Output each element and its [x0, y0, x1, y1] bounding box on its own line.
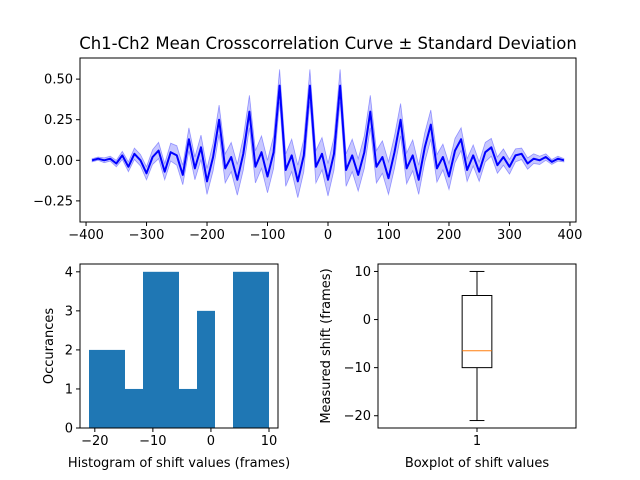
boxplot-y-tick-label: 10: [354, 265, 371, 280]
crosscorrelation-y-tick-label: 0.00: [44, 154, 73, 169]
boxplot: [461, 270, 493, 422]
histogram-bar: [125, 388, 143, 428]
boxplot-y-axis: −20 −10 0 10: [344, 265, 378, 424]
crosscorrelation-y-tick-label: 0.50: [44, 73, 73, 88]
histogram-bar: [161, 271, 179, 428]
crosscorrelation-chart-title: Ch1-Ch2 Mean Crosscorrelation Curve ± St…: [79, 34, 577, 53]
histogram-plot-frame: [79, 263, 279, 429]
crosscorrelation-x-tick-label: 0: [324, 228, 332, 243]
histogram-y-label: Occurances: [42, 308, 57, 384]
histogram-bar: [251, 271, 269, 428]
histogram-y-tick-label: 0: [65, 422, 73, 437]
crosscorrelation-y-tick-label: −0.25: [33, 194, 73, 209]
crosscorrelation-plot-frame: [79, 57, 577, 223]
histogram-bars: [89, 271, 269, 428]
histogram-bar: [89, 349, 107, 428]
histogram-bar: [233, 271, 251, 428]
histogram-x-label: Histogram of shift values (frames): [68, 456, 290, 471]
histogram-y-tick-label: 2: [65, 343, 73, 358]
crosscorrelation-x-tick-label: −100: [250, 228, 286, 243]
histogram-x-tick-label: 0: [207, 434, 215, 449]
crosscorrelation-chart: Ch1-Ch2 Mean Crosscorrelation Curve ± St…: [33, 34, 582, 243]
crosscorrelation-x-axis: −400 −300 −200 −100 0 100 200 300 400: [68, 222, 582, 243]
histogram-y-tick-label: 3: [65, 304, 73, 319]
crosscorrelation-y-axis: −0.25 0.00 0.25 0.50: [33, 73, 80, 209]
crosscorrelation-x-tick-label: −200: [189, 228, 225, 243]
crosscorrelation-x-tick-label: 400: [558, 228, 583, 243]
histogram-x-tick-label: −10: [139, 434, 166, 449]
crosscorrelation-x-tick-label: −300: [129, 228, 165, 243]
histogram-bar: [179, 388, 197, 428]
shift-boxplot-chart: 1 −20 −10 0 10 Boxplot of shift values Meas…: [319, 263, 577, 471]
crosscorrelation-y-tick-label: 0.25: [44, 113, 73, 128]
boxplot-x-label: Boxplot of shift values: [405, 456, 550, 471]
histogram-y-axis: 0 1 2 3 4: [65, 265, 80, 437]
crosscorrelation-x-tick-label: −400: [68, 228, 104, 243]
histogram-x-tick-label: −20: [81, 434, 108, 449]
boxplot-box: [461, 295, 493, 369]
boxplot-plot-frame: [377, 263, 577, 429]
boxplot-y-tick-label: 0: [363, 313, 371, 328]
boxplot-y-label: Measured shift (frames): [319, 268, 334, 423]
histogram-bar: [197, 310, 215, 428]
crosscorrelation-x-tick-label: 100: [376, 228, 401, 243]
boxplot-y-tick-label: −10: [344, 361, 371, 376]
histogram-bar: [107, 349, 125, 428]
histogram-x-axis: −20 −10 0 10: [81, 428, 277, 449]
mean-crosscorrelation-series: [91, 84, 565, 183]
histogram-x-tick-label: 10: [261, 434, 278, 449]
crosscorrelation-x-tick-label: 200: [437, 228, 462, 243]
boxplot-x-axis: 1: [473, 428, 481, 449]
boxplot-y-tick-label: −20: [344, 409, 371, 424]
mean-curve-line: [91, 84, 565, 183]
crosscorrelation-x-tick-label: 300: [497, 228, 522, 243]
histogram-bar: [143, 271, 161, 428]
boxplot-x-tick-label: 1: [473, 434, 481, 449]
histogram-y-tick-label: 1: [65, 382, 73, 397]
histogram-y-tick-label: 4: [65, 265, 73, 280]
shift-histogram-chart: −20 −10 0 10 0 1 2 3 4 Histogram of shift value…: [42, 263, 290, 471]
